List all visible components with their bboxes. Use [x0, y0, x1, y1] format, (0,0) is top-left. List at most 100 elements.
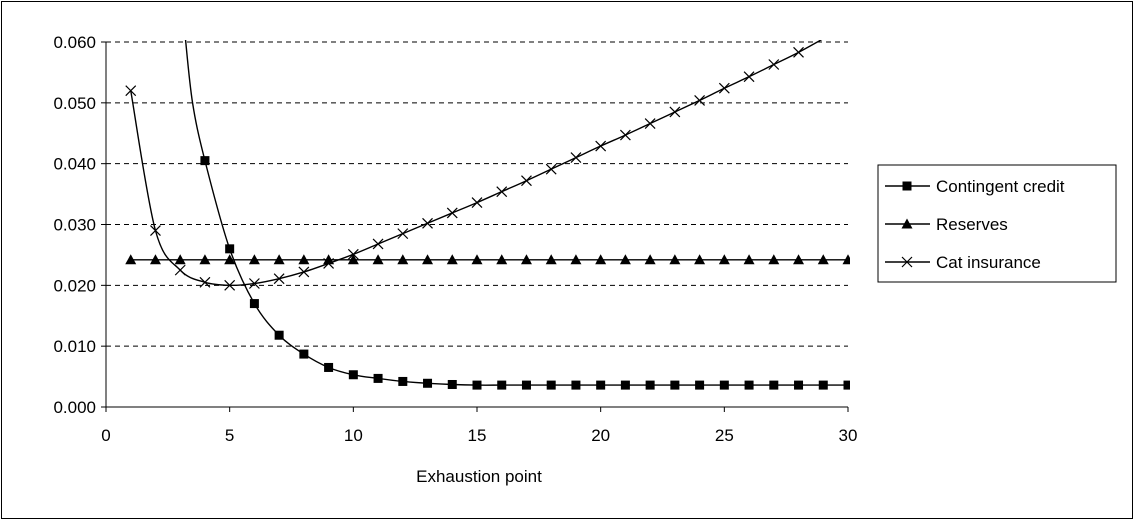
series-line [130, 40, 823, 287]
x-marker [248, 278, 260, 289]
triangle-marker [842, 254, 850, 265]
y-tick-label: 0.020 [53, 276, 96, 295]
series-layer [125, 40, 850, 390]
x-tick-label: 0 [101, 426, 110, 445]
x-marker [446, 207, 458, 219]
triangle-marker [199, 254, 211, 265]
square-marker [620, 380, 630, 390]
square-marker [373, 373, 383, 383]
triangle-marker [570, 254, 582, 265]
triangle-marker [422, 254, 434, 265]
square-marker [818, 380, 828, 390]
square-marker [670, 380, 680, 390]
triangle-marker [273, 254, 285, 265]
x-tick-label: 5 [225, 426, 234, 445]
triangle-marker [901, 218, 913, 229]
square-marker [744, 380, 754, 390]
x-marker [397, 228, 409, 240]
y-tick-label: 0.060 [53, 33, 96, 52]
x-marker [793, 46, 804, 58]
square-marker [596, 380, 606, 390]
square-marker [571, 380, 581, 390]
legend: Contingent credit Reserves Cat insurance [877, 164, 1117, 283]
triangle-marker [768, 254, 780, 265]
x-marker [347, 248, 359, 260]
x-marker [273, 273, 285, 285]
x-marker [323, 258, 335, 269]
x-marker [619, 129, 631, 141]
x-marker [372, 238, 384, 250]
legend-label: Reserves [936, 215, 1008, 234]
triangle-marker [471, 254, 483, 265]
triangle-marker [619, 254, 631, 265]
square-marker [249, 299, 259, 309]
x-marker [694, 94, 706, 106]
x-marker [298, 266, 310, 278]
x-marker [644, 118, 656, 129]
triangle-marker [174, 254, 186, 265]
triangle-marker [817, 254, 829, 265]
x-marker [174, 264, 186, 276]
square-marker [902, 181, 912, 191]
series-reserves [125, 254, 850, 265]
y-tick-label: 0.050 [53, 94, 96, 113]
square-marker [423, 378, 433, 388]
x-marker [669, 106, 681, 118]
triangle-marker [496, 254, 508, 265]
x-marker [150, 225, 161, 237]
legend-label: Cat insurance [936, 253, 1041, 272]
triangle-marker [520, 254, 532, 265]
x-tick-label: 25 [715, 426, 734, 445]
x-marker [743, 71, 755, 83]
x-marker [595, 140, 607, 152]
square-marker [521, 380, 531, 390]
x-marker [199, 276, 211, 288]
y-tick-label: 0.000 [53, 398, 96, 417]
x-marker [570, 152, 582, 164]
square-marker [299, 349, 309, 359]
x-marker [496, 186, 508, 198]
triangle-marker [446, 254, 458, 265]
x-marker [125, 85, 137, 97]
gridlines [106, 41, 848, 347]
x-tick-label: 15 [468, 426, 487, 445]
square-marker [769, 380, 779, 390]
triangle-marker [149, 254, 161, 265]
x-marker [521, 175, 532, 187]
square-marker [719, 380, 729, 390]
x-tick-label: 20 [591, 426, 610, 445]
triangle-marker [372, 254, 384, 265]
legend-label: Contingent credit [936, 177, 1065, 196]
triangle-marker [595, 254, 607, 265]
triangle-marker [125, 254, 137, 265]
triangle-marker [644, 254, 656, 265]
square-marker [794, 380, 804, 390]
y-tick-label: 0.040 [53, 155, 96, 174]
square-marker [200, 156, 210, 166]
square-marker [546, 380, 556, 390]
square-marker [447, 379, 457, 389]
x-tick-label: 10 [344, 426, 363, 445]
square-marker [398, 376, 408, 386]
x-tick-labels: 0 5 10 15 20 25 30 [101, 426, 857, 445]
square-marker [645, 380, 655, 390]
series-cat-insurance [125, 40, 823, 291]
triangle-marker [224, 254, 236, 265]
triangle-marker [397, 254, 409, 265]
series-contingent-credit [184, 40, 850, 390]
legend-item: Contingent credit [885, 177, 1065, 196]
triangle-marker [248, 254, 260, 265]
square-marker [497, 380, 507, 390]
y-tick-label: 0.030 [53, 216, 96, 235]
x-marker [768, 59, 780, 70]
x-axis-label: Exhaustion point [416, 467, 542, 486]
square-marker [274, 330, 284, 340]
triangle-marker [718, 254, 730, 265]
x-tick-label: 30 [839, 426, 858, 445]
x-marker [471, 197, 483, 209]
triangle-marker [694, 254, 706, 265]
square-marker [225, 244, 235, 254]
x-marker [901, 256, 913, 268]
